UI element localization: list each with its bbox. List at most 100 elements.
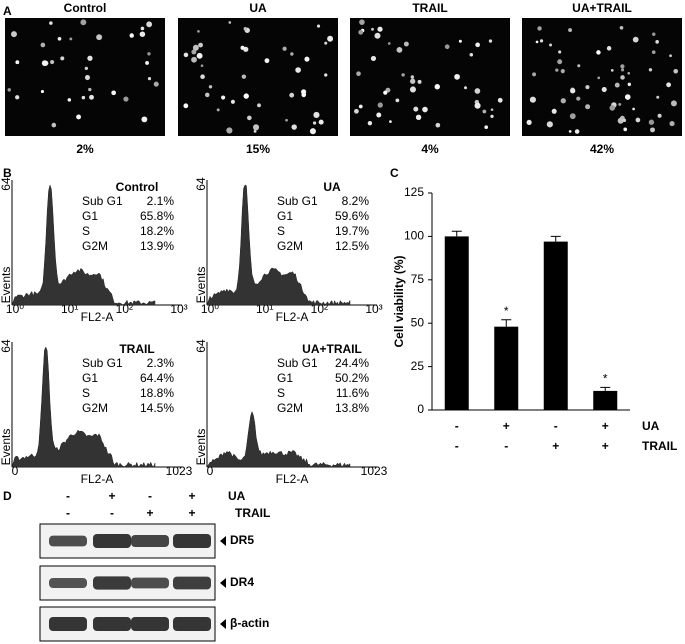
y-tick-label: 125	[404, 185, 424, 199]
percent-label: 42%	[590, 142, 614, 156]
cell	[669, 121, 675, 127]
y-max: 64	[194, 177, 208, 191]
cell	[610, 68, 614, 72]
band	[173, 534, 211, 548]
histogram-title: TRAIL	[119, 342, 154, 356]
cell	[197, 30, 200, 33]
cell	[657, 113, 662, 118]
cell	[67, 98, 72, 102]
cell	[87, 55, 93, 61]
cell	[666, 82, 672, 88]
error-bar	[501, 319, 512, 327]
stat-name: G2M	[82, 401, 108, 415]
cell	[327, 35, 334, 42]
band	[131, 617, 169, 631]
cell	[370, 55, 377, 62]
histogram-title: UA+TRAIL	[302, 342, 362, 356]
image-title: TRAIL	[412, 1, 447, 15]
cell	[318, 119, 324, 125]
cell	[243, 27, 248, 31]
y-label: Events	[0, 267, 13, 304]
band	[49, 617, 87, 631]
x-tick-label: 10¹	[61, 302, 78, 316]
cell	[609, 105, 616, 111]
cell	[367, 120, 373, 126]
cell	[359, 19, 365, 25]
cell	[241, 74, 247, 79]
cell	[289, 92, 295, 98]
cell	[622, 118, 627, 123]
stat-value: 19.7%	[335, 224, 369, 238]
cell	[482, 109, 487, 114]
cell	[670, 100, 677, 107]
cell	[620, 75, 625, 80]
significance: *	[504, 304, 509, 318]
stat-value: 12.5%	[335, 239, 369, 253]
cell	[111, 90, 116, 96]
cell	[228, 21, 232, 24]
x-tick-label: 10⁰	[6, 302, 24, 316]
y-tick-label: 75	[411, 272, 425, 286]
cell	[619, 25, 624, 30]
x-tick-label: 0	[207, 464, 214, 478]
band	[93, 576, 131, 590]
x-tick-label: 10⁰	[201, 302, 219, 316]
cell	[403, 41, 409, 47]
cell	[230, 99, 235, 104]
cell	[147, 77, 152, 81]
cell	[585, 104, 591, 110]
significance: *	[603, 372, 608, 386]
stat-value: 14.5%	[140, 401, 174, 415]
cell	[60, 56, 65, 61]
image-title: UA	[249, 1, 267, 15]
cell	[546, 121, 553, 128]
cell	[304, 56, 310, 62]
cell	[50, 60, 55, 65]
cell	[139, 31, 146, 37]
cell	[454, 73, 460, 80]
cell	[469, 52, 474, 57]
treatment-sign: +	[602, 439, 609, 453]
cell	[147, 52, 151, 56]
cell	[96, 34, 103, 41]
cell	[282, 46, 287, 51]
panel-label: C	[390, 166, 399, 180]
treatment-sign: +	[188, 489, 195, 503]
cell	[413, 106, 419, 112]
cell	[632, 36, 639, 43]
cell	[652, 32, 656, 37]
cell	[316, 24, 321, 28]
stat-name: G1	[82, 209, 98, 223]
cell	[410, 75, 415, 79]
cell	[601, 87, 607, 93]
stat-name: G2M	[277, 239, 303, 253]
cell	[191, 56, 197, 63]
treatment-sign: +	[552, 439, 559, 453]
x-label: FL2-A	[276, 310, 309, 324]
cell	[488, 39, 493, 43]
x-tick-label: 10³	[365, 302, 382, 316]
stat-name: Sub G1	[277, 356, 318, 370]
cell	[409, 86, 417, 93]
treatment-sign: -	[455, 439, 459, 453]
arrow	[220, 578, 226, 588]
treatment-sign: +	[503, 419, 510, 433]
x-tick-label: 0	[12, 464, 19, 478]
histogram	[11, 346, 156, 468]
cell	[434, 84, 440, 90]
cell	[557, 59, 563, 65]
cell	[401, 73, 405, 77]
stat-value: 2.3%	[147, 356, 175, 370]
histogram	[206, 410, 351, 468]
cell	[577, 64, 581, 68]
y-tick-label: 50	[411, 315, 425, 329]
cell	[205, 92, 210, 98]
cell	[145, 61, 149, 65]
cell	[435, 122, 441, 128]
arrow	[220, 619, 226, 629]
cell	[444, 44, 450, 50]
cell	[40, 90, 45, 94]
panel-label: B	[3, 166, 12, 180]
cell	[396, 46, 403, 53]
